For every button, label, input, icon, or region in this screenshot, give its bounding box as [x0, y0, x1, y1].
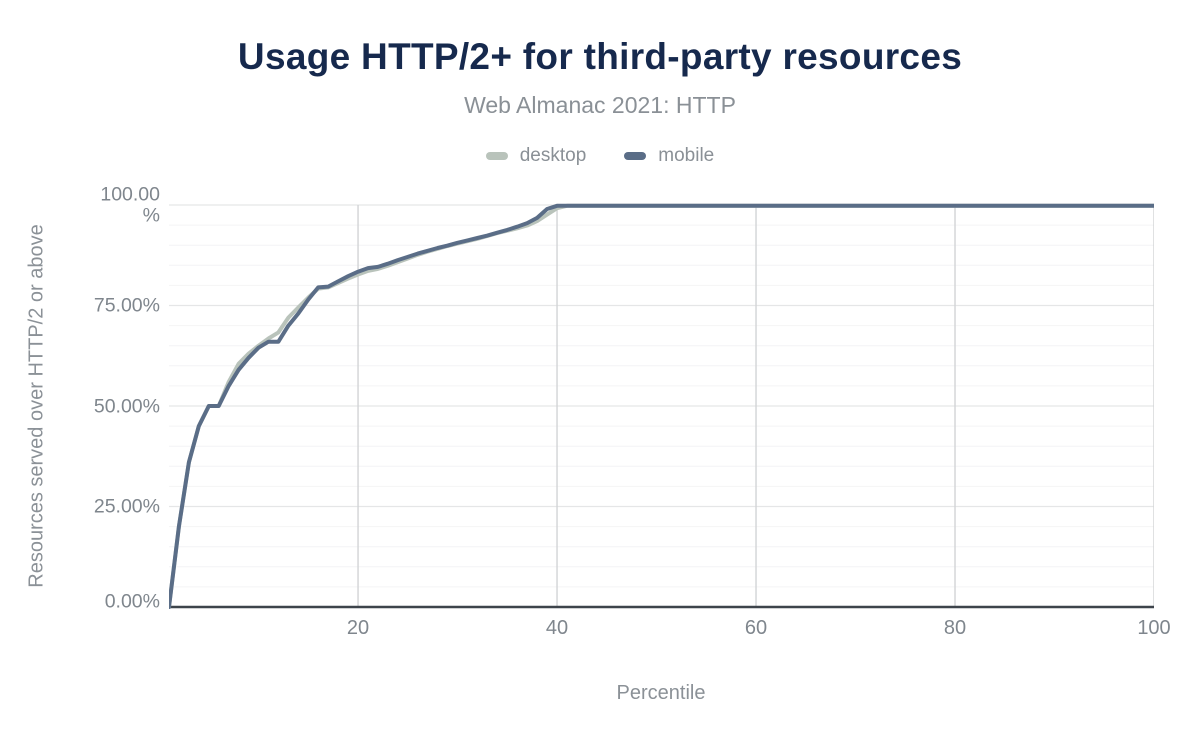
x-tick-20: 20: [346, 617, 370, 639]
y-axis-title: Resources served over HTTP/2 or above: [25, 224, 48, 588]
chart-subtitle: Web Almanac 2021: HTTP: [464, 92, 736, 118]
y-tick-100: 100.00 %: [100, 183, 160, 227]
plot-area: [169, 203, 1154, 609]
x-axis-title: Percentile: [616, 682, 706, 704]
legend-item-mobile: mobile: [624, 145, 714, 167]
legend-item-desktop: desktop: [485, 145, 587, 167]
mobile-series-swatch: [624, 152, 647, 160]
x-tick-60: 60: [744, 617, 768, 639]
y-tick-75: 75.00%: [93, 294, 160, 317]
desktop-series-swatch: [485, 152, 508, 160]
legend-label-desktop: desktop: [519, 145, 587, 166]
y-tick-0: 0.00%: [104, 590, 160, 613]
x-tick-100: 100: [1137, 617, 1171, 639]
y-tick-50: 50.00%: [93, 395, 160, 418]
x-tick-40: 40: [545, 617, 569, 639]
legend-label-mobile: mobile: [658, 145, 715, 166]
series-line-mobile: [169, 203, 1154, 609]
legend: desktop mobile: [0, 145, 1200, 167]
y-tick-25: 25.00%: [93, 495, 160, 518]
x-tick-80: 80: [943, 617, 967, 639]
chart-title: Usage HTTP/2+ for third-party resources: [237, 36, 963, 77]
